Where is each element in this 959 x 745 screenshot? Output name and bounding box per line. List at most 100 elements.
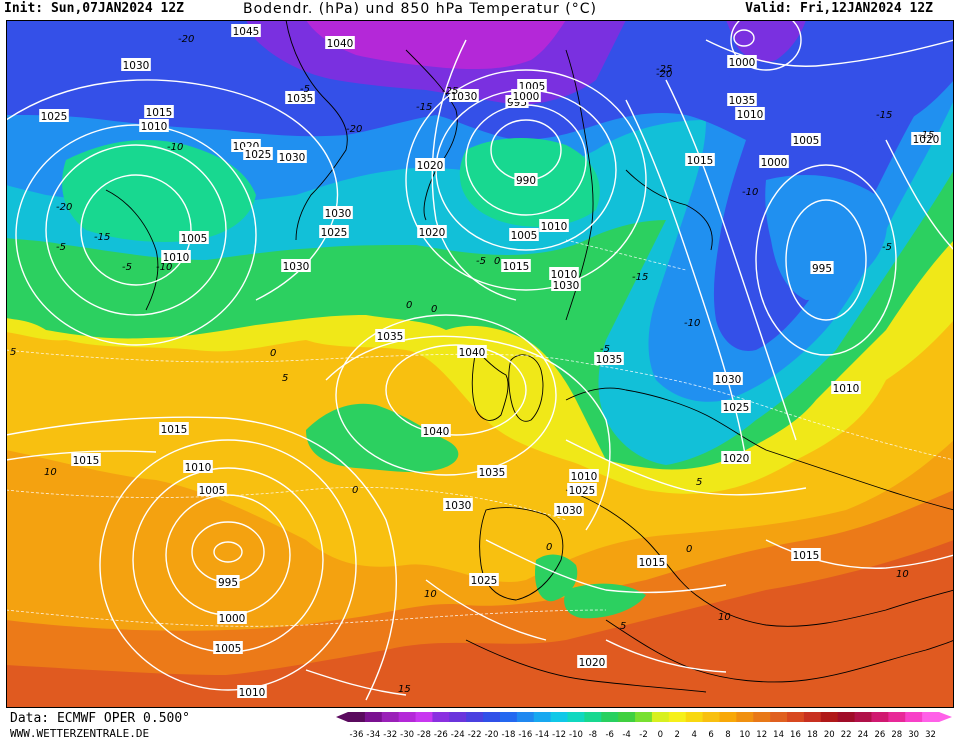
- isobar-label: 1020: [415, 158, 445, 172]
- isobar-label: 1030: [277, 150, 307, 164]
- isotherm-label: 10: [896, 569, 909, 580]
- isobar-label: 995: [810, 261, 834, 275]
- isobar-label: 1010: [139, 119, 169, 133]
- svg-text:1020: 1020: [419, 227, 446, 239]
- legend-swatch: [567, 712, 585, 722]
- legend-tick-label: 2: [675, 730, 680, 740]
- isotherm-label: -5: [56, 242, 66, 253]
- isotherm-label: -5: [600, 344, 610, 355]
- isotherm-label: -20: [56, 202, 72, 213]
- legend-tick-label: 20: [824, 730, 835, 740]
- svg-text:1025: 1025: [569, 485, 596, 497]
- isobar-label: 1030: [554, 503, 584, 517]
- legend-swatch: [820, 712, 839, 722]
- isobar-label: 1000: [759, 155, 789, 169]
- isobar-label: 1015: [685, 153, 715, 167]
- isotherm-label: -15: [876, 110, 892, 121]
- isobar-label: 1030: [713, 372, 743, 386]
- legend-swatch: [854, 712, 872, 722]
- svg-text:1000: 1000: [761, 157, 788, 169]
- svg-text:1010: 1010: [833, 383, 860, 395]
- legend-swatch: [803, 712, 822, 722]
- isobar-label: 1010: [831, 381, 861, 395]
- isobar-label: 1015: [637, 555, 667, 569]
- isotherm-label: -25: [442, 86, 458, 97]
- svg-text:1040: 1040: [459, 347, 486, 359]
- legend-swatch: [618, 712, 636, 722]
- legend-tick-label: -6: [605, 730, 613, 740]
- legend-swatch: [837, 712, 856, 722]
- legend-tick-label: -8: [589, 730, 597, 740]
- legend-tick-label: -14: [535, 730, 549, 740]
- legend-swatch: [635, 712, 653, 722]
- isotherm-label: -10: [684, 318, 700, 329]
- svg-text:1015: 1015: [73, 455, 100, 467]
- isotherm-label: 10: [424, 589, 437, 600]
- isobar-label: 1030: [443, 498, 473, 512]
- svg-text:1000: 1000: [729, 57, 756, 69]
- svg-text:1030: 1030: [715, 374, 742, 386]
- isotherm-label: -5: [122, 262, 132, 273]
- isobar-label: 1030: [551, 278, 581, 292]
- isobar-label: 1045: [231, 24, 261, 38]
- legend-swatch: [550, 712, 569, 722]
- svg-text:1035: 1035: [377, 331, 404, 343]
- isotherm-label: -20: [346, 124, 362, 135]
- isotherm-label: -20: [656, 69, 672, 80]
- isotherm-label: 0: [406, 300, 412, 311]
- legend-swatch: [770, 712, 788, 722]
- legend-tick-label: -24: [451, 730, 465, 740]
- isobar-label: 1030: [323, 206, 353, 220]
- svg-text:1020: 1020: [417, 160, 444, 172]
- legend-swatch: [499, 712, 518, 722]
- svg-text:1025: 1025: [41, 111, 68, 123]
- legend-tick-label: -2: [639, 730, 647, 740]
- legend-swatch: [685, 712, 704, 722]
- svg-text:1015: 1015: [161, 424, 188, 436]
- isotherm-label: 0: [494, 256, 500, 267]
- svg-text:995: 995: [812, 263, 832, 275]
- svg-text:1030: 1030: [451, 91, 478, 103]
- legend-swatch: [702, 712, 720, 722]
- legend-tick-label: 18: [807, 730, 818, 740]
- chart-title: Bodendr. (hPa) und 850 hPa Temperatur (°…: [243, 1, 597, 17]
- isobar-label: 1010: [569, 469, 599, 483]
- isobar-label: 1010: [539, 219, 569, 233]
- svg-text:1030: 1030: [279, 152, 306, 164]
- legend-tick-label: 14: [773, 730, 784, 740]
- isobar-label: 1005: [213, 641, 243, 655]
- isobar-label: 1020: [577, 655, 607, 669]
- svg-text:1010: 1010: [551, 269, 578, 281]
- legend-tick-label: -22: [468, 730, 482, 740]
- legend-swatch: [398, 712, 417, 722]
- coastlines: [105, 20, 954, 693]
- isotherm-label: -15: [94, 232, 110, 243]
- legend-tick-label: -34: [366, 730, 380, 740]
- isobar-label: 1000: [217, 611, 247, 625]
- svg-text:1010: 1010: [571, 471, 598, 483]
- temperature-labels: -20-25-20-10-15-20-15-15-5 -10-5-5 -25-15-…: [10, 34, 934, 695]
- legend-swatch: [432, 712, 450, 722]
- temp-blob-iberia: [535, 554, 578, 602]
- legend-tick-label: 32: [925, 730, 936, 740]
- legend-tick-label: -20: [485, 730, 499, 740]
- isobar-label: 1040: [325, 36, 355, 50]
- isobar-label: 1015: [501, 259, 531, 273]
- isotherm-label: 0: [546, 542, 552, 553]
- legend-swatch: [449, 712, 467, 722]
- legend-tick-label: 22: [841, 730, 852, 740]
- legend-tick-label: 26: [874, 730, 885, 740]
- legend-tick-label: 0: [658, 730, 663, 740]
- temp-band-minus20: [6, 20, 954, 351]
- legend-tick-label: 4: [691, 730, 696, 740]
- legend-swatch: [381, 712, 400, 722]
- legend-swatch: [651, 712, 670, 722]
- legend-swatch: [415, 712, 433, 722]
- legend-swatch: [601, 712, 619, 722]
- isobar-label: 1030: [449, 89, 479, 103]
- isobar-label: 1040: [421, 424, 451, 438]
- svg-text:1010: 1010: [541, 221, 568, 233]
- temp-blob-atlantic: [306, 403, 459, 473]
- svg-text:1015: 1015: [503, 261, 530, 273]
- isobar-label: 1015: [159, 422, 189, 436]
